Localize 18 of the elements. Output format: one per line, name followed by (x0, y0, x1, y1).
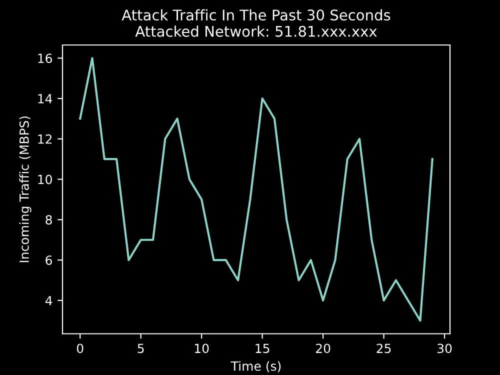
y-tick-label: 14 (38, 94, 52, 104)
line-series (79, 57, 434, 322)
y-tick-label: 16 (38, 54, 52, 64)
x-tick-label: 20 (316, 344, 330, 354)
x-tick-label: 10 (195, 344, 209, 354)
chart-title: Attack Traffic In The Past 30 Seconds Attacked Network: 51.81.xxx.xxx (122, 9, 390, 37)
x-tick-label: 30 (438, 344, 452, 354)
x-tick-label: 5 (138, 344, 144, 354)
y-tick-label: 6 (46, 256, 52, 265)
y-tick-label: 8 (46, 215, 52, 225)
y-tick-label: 12 (38, 134, 52, 144)
x-axis-title: Time (s) (230, 361, 281, 372)
y-axis-title: Incoming Traffic (MBPS) (19, 116, 32, 262)
x-tick-label: 15 (256, 344, 270, 354)
x-tick-label: 0 (76, 344, 84, 354)
y-tick-label: 10 (38, 174, 52, 184)
y-tick-label: 4 (45, 296, 52, 306)
x-tick-label: 25 (376, 344, 391, 354)
